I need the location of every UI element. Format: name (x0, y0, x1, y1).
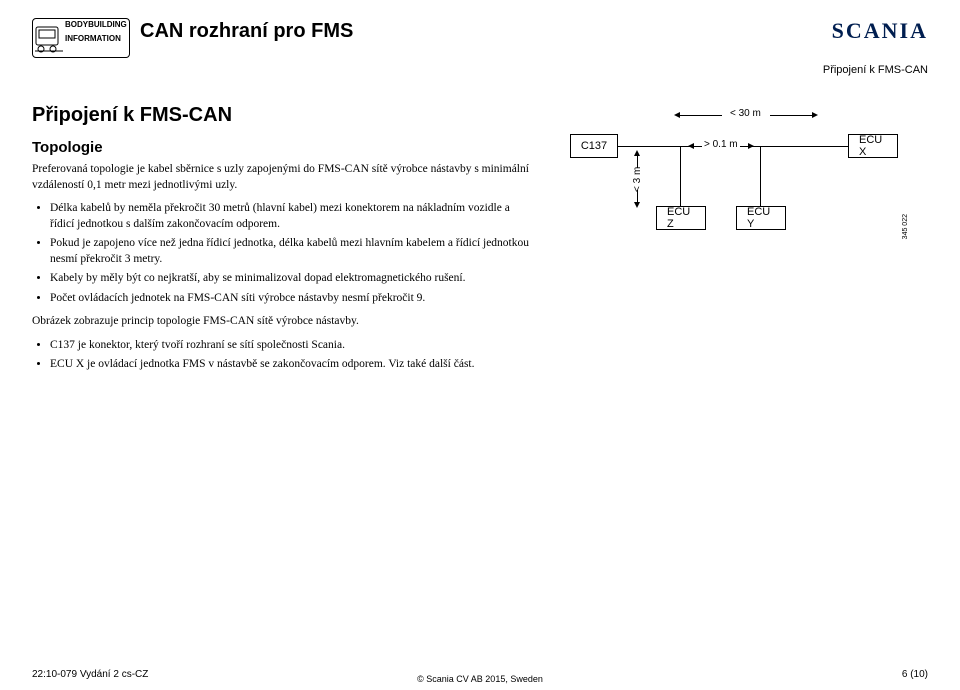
arrow-right-icon (812, 112, 818, 118)
node-ecuz: ECU Z (656, 206, 706, 230)
node-c137: C137 (570, 134, 618, 158)
heading-2: Topologie (32, 139, 532, 156)
text-column: Připojení k FMS-CAN Topologie Preferovan… (32, 104, 532, 381)
list-item: ECU X je ovládací jednotka FMS v nástavb… (50, 357, 532, 373)
badge-line1: BODYBUILDING (65, 21, 127, 29)
list-item: Počet ovládacích jednotek na FMS-CAN sít… (50, 291, 532, 307)
label-3m: < 3 m (632, 167, 643, 192)
mid-paragraph: Obrázek zobrazuje princip topologie FMS-… (32, 314, 532, 330)
bullet-list-2: C137 je konektor, který tvoří rozhraní s… (32, 338, 532, 373)
doc-title: CAN rozhraní pro FMS (140, 20, 353, 43)
list-item: Kabely by měly být co nejkratší, aby se … (50, 271, 532, 287)
badge-line2: INFORMATION (65, 35, 127, 43)
label-01m: > 0.1 m (702, 139, 740, 150)
diagram-column: < 30 m C137 ECU X > 0.1 m ECU Z ECU Y < … (550, 104, 928, 304)
diagram-line (637, 190, 638, 202)
list-item: Pokud je zapojeno více než jedna řídicí … (50, 236, 532, 267)
diagram-line (770, 115, 812, 116)
subheader-right: Připojení k FMS-CAN (32, 64, 928, 76)
bodybuilding-badge: BODYBUILDING INFORMATION (32, 18, 130, 58)
scania-logo: SCANIA (832, 18, 928, 44)
intro-paragraph: Preferovaná topologie je kabel sběrnice … (32, 162, 532, 193)
scania-wordmark: SCANIA (832, 18, 928, 43)
topology-diagram: < 30 m C137 ECU X > 0.1 m ECU Z ECU Y < … (570, 104, 910, 274)
main-content: Připojení k FMS-CAN Topologie Preferovan… (32, 104, 928, 381)
arrow-left-icon (688, 143, 694, 149)
bullet-list-1: Délka kabelů by neměla překročit 30 metr… (32, 201, 532, 306)
figure-number: 345 022 (902, 214, 909, 239)
page-footer: 22:10-079 Vydání 2 cs-CZ 6 (10) © Scania… (32, 669, 928, 680)
node-ecux: ECU X (848, 134, 898, 158)
heading-1: Připojení k FMS-CAN (32, 104, 532, 127)
diagram-line (680, 146, 681, 206)
header-left: BODYBUILDING INFORMATION CAN rozhraní pr… (32, 18, 353, 58)
truck-icon (35, 21, 63, 55)
diagram-line (680, 115, 722, 116)
footer-center: © Scania CV AB 2015, Sweden (32, 674, 928, 684)
diagram-line (760, 146, 761, 206)
list-item: C137 je konektor, který tvoří rozhraní s… (50, 338, 532, 354)
list-item: Délka kabelů by neměla překročit 30 metr… (50, 201, 532, 232)
node-ecuy: ECU Y (736, 206, 786, 230)
arrow-right-icon (748, 143, 754, 149)
arrow-down-icon (634, 202, 640, 208)
page-header: BODYBUILDING INFORMATION CAN rozhraní pr… (32, 18, 928, 58)
label-30m: < 30 m (730, 108, 761, 119)
